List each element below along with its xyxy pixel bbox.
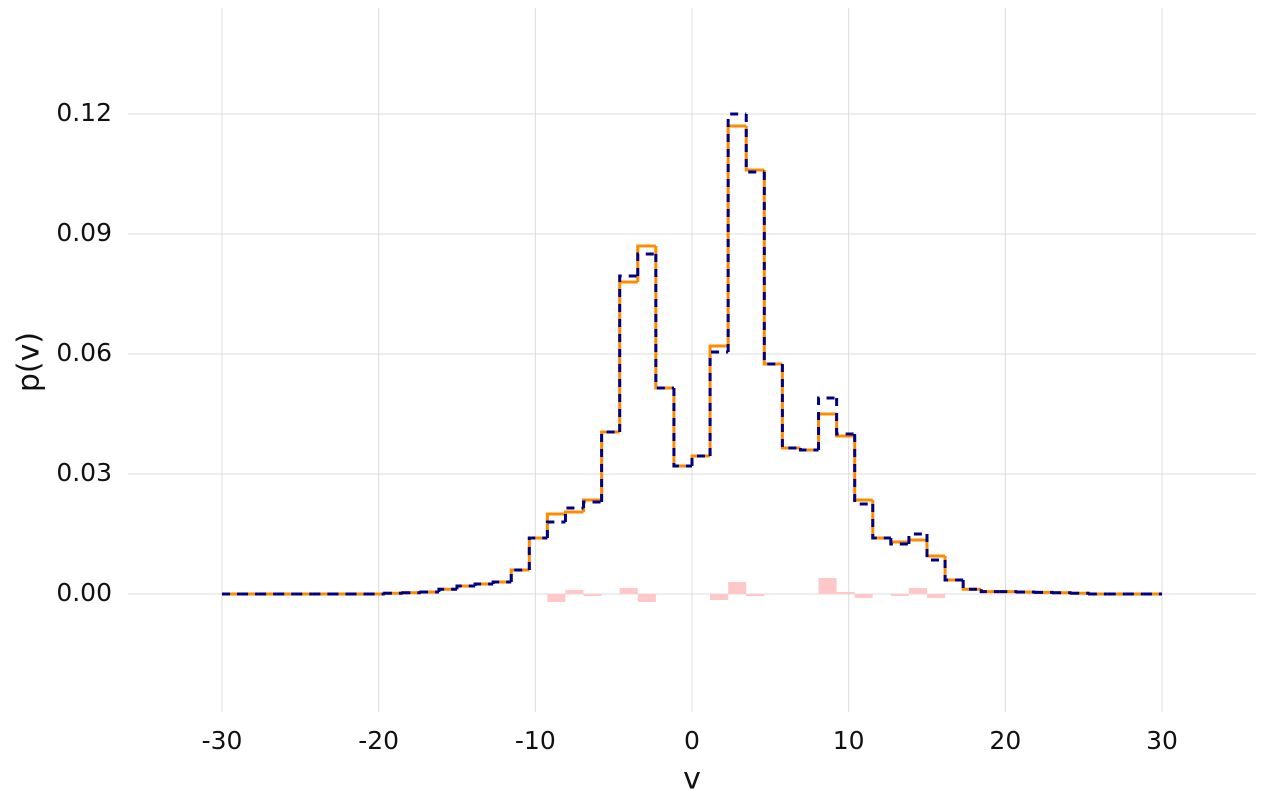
histogram-step xyxy=(690,454,711,466)
histogram-step xyxy=(545,512,566,538)
histogram-step xyxy=(780,364,801,450)
x-tick-label: 10 xyxy=(833,726,865,755)
histogram-step xyxy=(744,114,765,174)
histogram-step xyxy=(600,430,620,502)
histogram-step xyxy=(1088,592,1108,596)
histogram-step xyxy=(835,414,855,438)
difference-bar xyxy=(854,594,873,598)
x-tick-label: -30 xyxy=(202,726,243,755)
difference-bar xyxy=(710,594,729,600)
histogram-step xyxy=(961,580,982,591)
histogram-step xyxy=(889,538,909,546)
histogram-step xyxy=(798,448,819,452)
histogram-step xyxy=(491,580,512,584)
difference-bar xyxy=(728,582,747,594)
histogram-step xyxy=(545,520,566,538)
histogram-step xyxy=(563,506,584,522)
x-tick-label: 0 xyxy=(684,726,700,755)
histogram-step xyxy=(762,172,783,366)
histogram-step xyxy=(636,252,656,276)
histogram-step xyxy=(527,536,548,570)
difference-bar xyxy=(583,594,602,596)
histogram-step xyxy=(889,538,909,544)
histogram-step xyxy=(419,590,439,594)
y-tick-label: 0.06 xyxy=(56,338,112,367)
difference-bar xyxy=(890,594,909,596)
histogram-step xyxy=(618,274,638,432)
histogram-step xyxy=(509,568,530,582)
difference-bar xyxy=(619,588,638,594)
histogram-step xyxy=(527,536,548,570)
histogram-step xyxy=(871,500,891,540)
histogram-step xyxy=(925,540,946,558)
histogram-step xyxy=(708,350,729,456)
y-tick-label: 0.03 xyxy=(56,458,112,487)
y-axis-label: p(v) xyxy=(12,332,47,392)
difference-bar xyxy=(818,578,837,594)
difference-bar xyxy=(927,594,946,598)
histogram-step xyxy=(835,398,855,436)
histogram-step xyxy=(979,589,1000,594)
y-tick-label: 0.12 xyxy=(56,98,112,127)
histogram-step xyxy=(853,436,873,502)
difference-bar xyxy=(746,594,765,596)
x-tick-label: 30 xyxy=(1146,726,1178,755)
histogram-step xyxy=(780,364,801,450)
histogram-step xyxy=(817,412,837,450)
histogram-step xyxy=(618,280,638,432)
histogram-step xyxy=(672,388,692,468)
histogram-step xyxy=(654,254,674,390)
histogram-step xyxy=(871,504,891,540)
histogram-step xyxy=(943,556,964,582)
y-tick-label: 0.09 xyxy=(56,218,112,247)
histogram-step xyxy=(473,582,494,586)
histogram-step xyxy=(853,434,873,506)
x-axis-label: v xyxy=(683,762,701,797)
difference-bar xyxy=(547,594,566,602)
histogram-step xyxy=(600,430,620,500)
histogram-step xyxy=(762,170,783,366)
histogram-step xyxy=(582,500,602,508)
histogram-step xyxy=(636,244,656,282)
difference-bar xyxy=(908,588,927,594)
histogram-step xyxy=(563,510,584,514)
histogram-step xyxy=(943,560,964,582)
histogram-step xyxy=(654,246,674,390)
histogram-step xyxy=(907,538,927,542)
x-tick-label: -20 xyxy=(358,726,399,755)
x-tick-label: -10 xyxy=(515,726,556,755)
difference-bar xyxy=(565,590,584,594)
histogram-step xyxy=(726,112,747,352)
histogram-step xyxy=(817,396,837,450)
histogram-step xyxy=(708,344,729,456)
y-tick-label: 0.00 xyxy=(56,578,112,607)
difference-bar xyxy=(836,592,855,594)
difference-bar xyxy=(637,594,656,602)
histogram-step xyxy=(383,591,403,595)
x-tick-label: 20 xyxy=(989,726,1021,755)
histogram-step xyxy=(437,587,457,592)
histogram-step xyxy=(726,124,747,346)
histogram-step xyxy=(907,532,927,544)
histogram-step xyxy=(744,126,765,172)
histogram-step xyxy=(672,388,692,468)
histogram-step xyxy=(455,584,476,590)
histogram-step xyxy=(509,568,530,582)
